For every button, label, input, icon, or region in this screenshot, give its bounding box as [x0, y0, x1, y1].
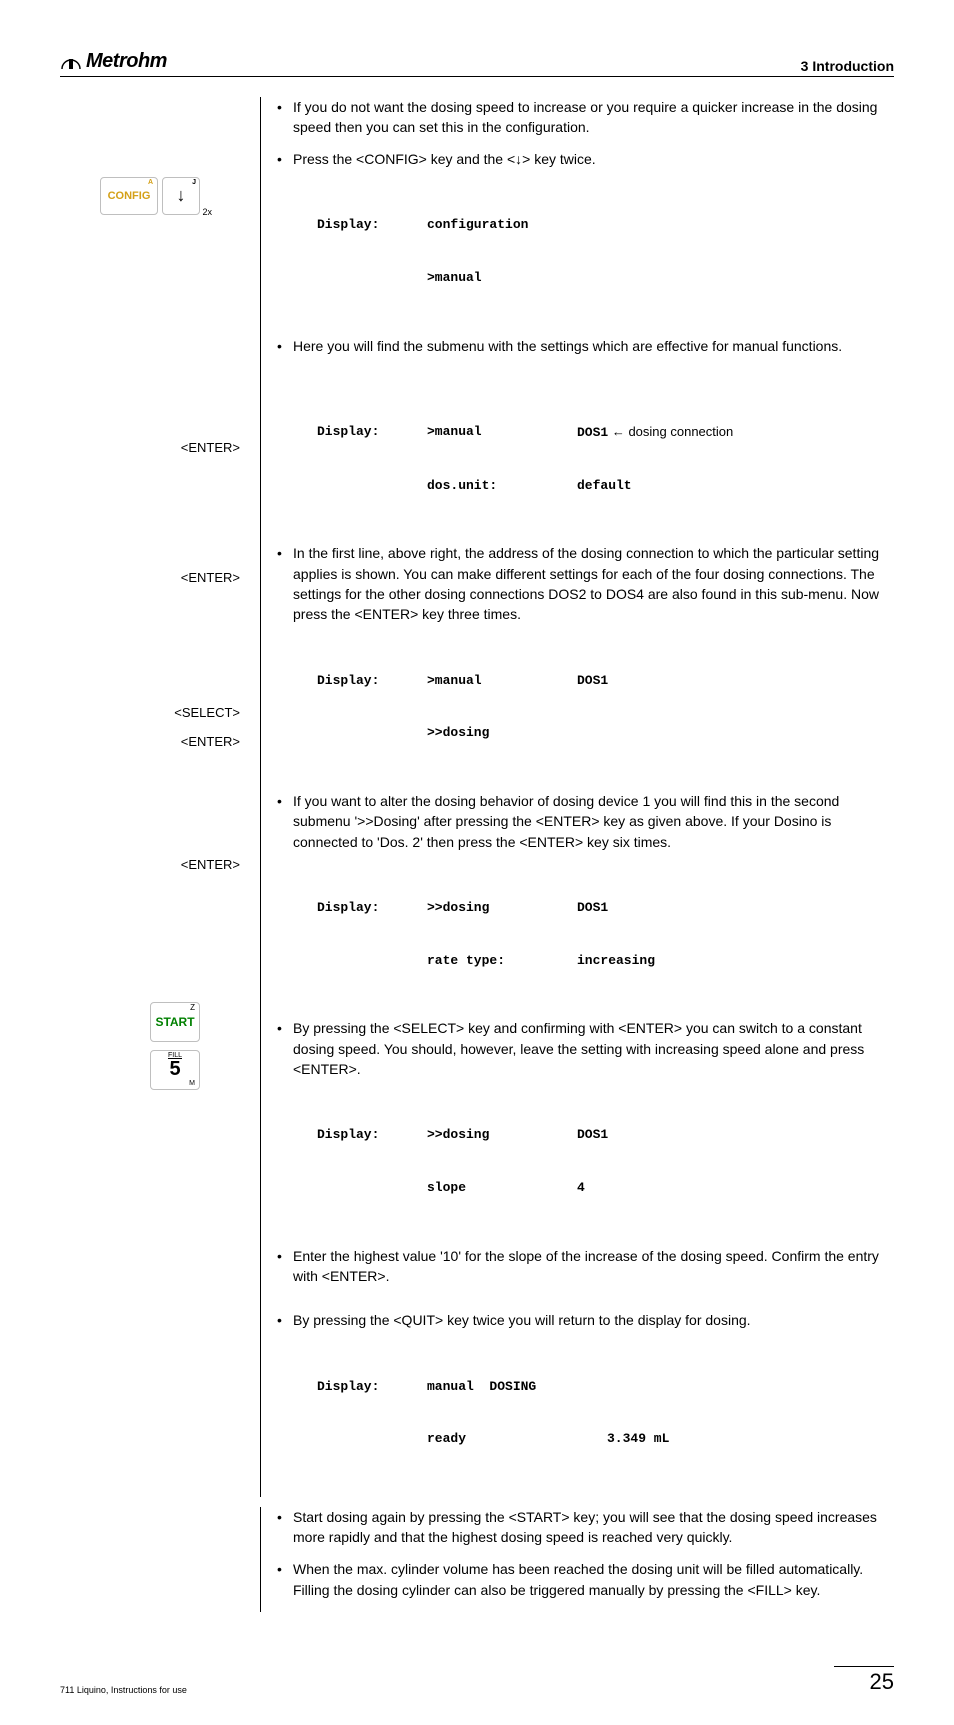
key-pair-config-down: CONFIG A ↓ J 2x [100, 177, 240, 215]
display-label: Display: [317, 899, 427, 917]
display-line: DOS1 [577, 672, 894, 690]
display-line: DOS1 [577, 899, 894, 917]
display-line: >manual [427, 672, 577, 690]
display-line: >>dosing [427, 724, 577, 742]
display-line: >manual [427, 423, 577, 442]
display-block-3: Display: >manual DOS1 >>dosing [317, 637, 894, 777]
display-line: dos.unit: [427, 477, 577, 495]
logo-text: Metrohm [86, 50, 167, 73]
arrow-note: ← dosing connection [608, 424, 733, 439]
enter-label-4: <ENTER> [60, 857, 240, 872]
display-block-1: Display: configuration >manual [317, 181, 894, 321]
bullet-2: • Press the <CONFIG> key and the <↓> key… [277, 149, 894, 169]
bullet-text: Here you will find the submenu with the … [293, 336, 894, 356]
bullet-9: • Start dosing again by pressing the <ST… [277, 1507, 894, 1548]
bullet-text: If you want to alter the dosing behavior… [293, 791, 894, 852]
bullet-dot: • [277, 149, 293, 169]
bullet-dot: • [277, 1559, 293, 1600]
display-label: Display: [317, 216, 427, 234]
enter-label-2: <ENTER> [60, 570, 240, 585]
display-line: default [577, 477, 894, 495]
fill-key-num: 5 [169, 1058, 180, 1081]
display-line: DOS1 ← dosing connection [577, 423, 894, 442]
bullet-1: • If you do not want the dosing speed to… [277, 97, 894, 138]
bullet-10: • When the max. cylinder volume has been… [277, 1559, 894, 1600]
bullet-text: By pressing the <SELECT> key and confirm… [293, 1018, 894, 1079]
bullet-dot: • [277, 97, 293, 138]
logo: Metrohm [60, 50, 167, 73]
twox-label: 2x [202, 207, 212, 217]
display-label: Display: [317, 423, 427, 442]
display-block-6: Display: manual DOSING ready 3.349 mL [317, 1342, 894, 1482]
display-line: DOS1 [577, 1126, 894, 1144]
footer-left: 711 Liquino, Instructions for use [60, 1685, 187, 1695]
display-line: >>dosing [427, 1126, 577, 1144]
logo-icon [60, 53, 82, 71]
bullet-4: • In the first line, above right, the ad… [277, 543, 894, 624]
display-label: Display: [317, 1378, 427, 1396]
config-key-sup: A [148, 179, 153, 186]
display-line: configuration [427, 216, 577, 234]
display-block-4: Display: >>dosing DOS1 rate type: increa… [317, 864, 894, 1004]
bullet-text: Start dosing again by pressing the <STAR… [293, 1507, 894, 1548]
display-line: 3.349 mL [607, 1430, 894, 1448]
down-key-icon: ↓ J [162, 177, 200, 215]
fill-key-sup: M [189, 1080, 195, 1087]
bullet-dot: • [277, 336, 293, 356]
bullet-5: • If you want to alter the dosing behavi… [277, 791, 894, 852]
right-column-2: • Start dosing again by pressing the <ST… [260, 1507, 894, 1612]
select-label: <SELECT> [60, 705, 240, 720]
bullet-text: By pressing the <QUIT> key twice you wil… [293, 1310, 894, 1330]
bullet-dot: • [277, 1246, 293, 1287]
display-line: increasing [577, 952, 894, 970]
content-2: • Start dosing again by pressing the <ST… [60, 1507, 894, 1612]
display-label: Display: [317, 672, 427, 690]
bullet-6: • By pressing the <SELECT> key and confi… [277, 1018, 894, 1079]
start-key-sup: Z [190, 1003, 195, 1012]
bullet-dot: • [277, 1507, 293, 1548]
left-column: CONFIG A ↓ J 2x <ENTER> <ENTER> <SELECT> [60, 97, 260, 1497]
display-label: Display: [317, 1126, 427, 1144]
page-footer: 711 Liquino, Instructions for use 25 [60, 1662, 894, 1695]
config-key-icon: CONFIG A [100, 177, 158, 215]
section-title: 3 Introduction [801, 58, 894, 74]
display-line: >>dosing [427, 899, 577, 917]
bullet-8: • By pressing the <QUIT> key twice you w… [277, 1310, 894, 1330]
bullet-text: Press the <CONFIG> key and the <↓> key t… [293, 149, 894, 169]
display-block-5: Display: >>dosing DOS1 slope 4 [317, 1091, 894, 1231]
bullet-dot: • [277, 543, 293, 624]
bullet-text: When the max. cylinder volume has been r… [293, 1559, 894, 1600]
bullet-text: Enter the highest value '10' for the slo… [293, 1246, 894, 1287]
dos-value: DOS1 [577, 425, 608, 440]
fill-key-icon: FILL 5 M [150, 1050, 200, 1090]
bullet-7: • Enter the highest value '10' for the s… [277, 1246, 894, 1287]
display-line: slope [427, 1179, 577, 1197]
down-key-sup: J [192, 179, 196, 186]
display-line: ready [427, 1430, 607, 1448]
right-column: • If you do not want the dosing speed to… [260, 97, 894, 1497]
enter-label-1: <ENTER> [60, 440, 240, 455]
config-key-label: CONFIG [108, 190, 151, 202]
start-key-label: START [155, 1015, 194, 1029]
display-line: manual DOSING [427, 1378, 607, 1396]
down-arrow-glyph: ↓ [177, 185, 186, 206]
bullet-text: In the first line, above right, the addr… [293, 543, 894, 624]
bullet-3: • Here you will find the submenu with th… [277, 336, 894, 356]
display-block-2: Display: >manual DOS1 ← dosing connectio… [317, 388, 894, 529]
page: Metrohm 3 Introduction CONFIG A ↓ J [0, 0, 954, 1725]
content: CONFIG A ↓ J 2x <ENTER> <ENTER> <SELECT> [60, 97, 894, 1497]
display-line: >manual [427, 269, 577, 287]
bullet-text: If you do not want the dosing speed to i… [293, 97, 894, 138]
left-column-2 [60, 1507, 260, 1612]
fill-key-top: FILL [151, 1052, 199, 1059]
display-line: rate type: [427, 952, 577, 970]
bullet-dot: • [277, 1018, 293, 1079]
bullet-dot: • [277, 1310, 293, 1330]
page-header: Metrohm 3 Introduction [60, 50, 894, 77]
bullet-dot: • [277, 791, 293, 852]
enter-label-3: <ENTER> [60, 734, 240, 749]
display-line: 4 [577, 1179, 894, 1197]
page-number: 25 [834, 1666, 894, 1695]
start-key-icon: START Z [150, 1002, 200, 1042]
